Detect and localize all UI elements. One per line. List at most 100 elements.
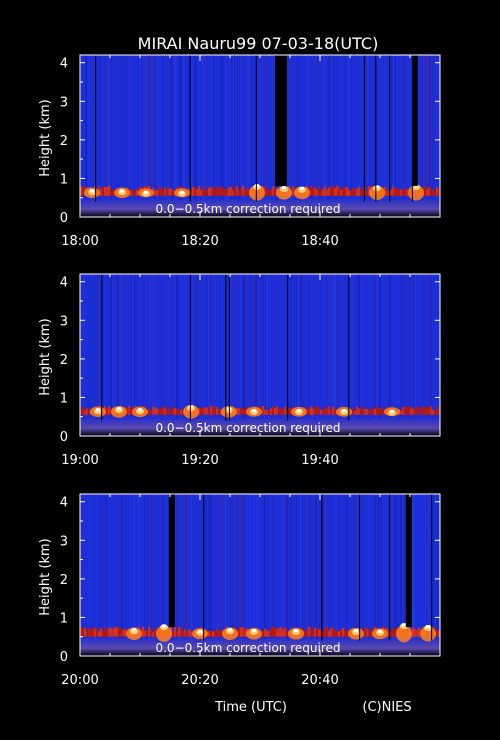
data-gap xyxy=(168,494,175,628)
signal-streak xyxy=(254,274,256,417)
cloud-cell xyxy=(172,631,175,637)
signal-streak xyxy=(265,55,267,198)
cloud-peak xyxy=(246,406,262,417)
cloud-cell xyxy=(188,629,191,637)
cloud-cell xyxy=(272,186,275,196)
signal-streak xyxy=(121,494,122,641)
cloud-cell xyxy=(384,187,387,196)
signal-streak xyxy=(324,55,325,202)
signal-streak xyxy=(242,274,243,421)
cloud-cell xyxy=(356,188,359,196)
cloud-peak-top xyxy=(162,624,166,628)
signal-streak xyxy=(268,494,269,641)
signal-streak xyxy=(219,494,220,641)
signal-streak xyxy=(255,274,257,421)
signal-streak xyxy=(115,274,117,417)
signal-streak xyxy=(316,494,318,641)
signal-streak xyxy=(104,55,106,198)
cloud-cell xyxy=(106,630,109,637)
signal-streak xyxy=(220,55,222,202)
cloud-cell xyxy=(162,406,165,415)
signal-streak xyxy=(190,494,192,641)
cloud-cell xyxy=(148,408,151,415)
cloud-cell xyxy=(172,189,175,196)
signal-streak xyxy=(414,494,416,641)
signal-streak xyxy=(415,274,416,421)
signal-streak xyxy=(200,274,201,417)
signal-streak xyxy=(154,274,156,417)
cloud-cell xyxy=(196,189,199,196)
signal-streak xyxy=(118,494,119,637)
signal-streak xyxy=(298,274,299,421)
signal-streak xyxy=(255,55,256,202)
cloud-cell xyxy=(358,408,361,415)
signal-streak xyxy=(233,494,235,637)
signal-streak xyxy=(221,55,223,202)
signal-streak xyxy=(297,274,298,421)
cloud-peak xyxy=(336,406,352,417)
signal-streak xyxy=(120,55,122,202)
signal-streak xyxy=(345,55,346,202)
signal-streak xyxy=(283,494,285,641)
signal-streak xyxy=(103,274,104,421)
cloud-cell xyxy=(208,409,211,415)
cloud-cell xyxy=(330,186,333,196)
near-surface-band xyxy=(80,638,440,656)
signal-streak xyxy=(232,55,234,198)
signal-streak xyxy=(206,274,208,421)
signal-streak xyxy=(170,55,172,202)
signal-streak xyxy=(93,274,95,421)
signal-streak xyxy=(249,494,250,641)
signal-streak xyxy=(379,274,381,421)
signal-streak xyxy=(121,55,122,202)
signal-streak xyxy=(240,55,241,198)
signal-streak xyxy=(422,274,424,421)
signal-streak xyxy=(91,274,93,421)
cloud-cell xyxy=(370,631,373,637)
signal-streak xyxy=(188,55,190,202)
signal-streak xyxy=(132,274,134,421)
signal-streak xyxy=(387,274,388,421)
signal-streak xyxy=(164,274,166,417)
signal-streak xyxy=(264,274,265,417)
cloud-cell xyxy=(176,409,179,415)
signal-streak xyxy=(128,55,129,202)
cloud-cell xyxy=(240,627,243,637)
signal-streak xyxy=(138,274,139,421)
signal-streak xyxy=(299,274,300,421)
cloud-peak-top xyxy=(282,186,286,190)
signal-streak xyxy=(393,55,394,202)
cloud-cell xyxy=(306,410,309,415)
y-tick-label: 1 xyxy=(60,391,68,406)
signal-streak xyxy=(94,55,96,202)
cloud-cell xyxy=(150,629,153,637)
signal-streak xyxy=(432,55,434,202)
signal-streak xyxy=(395,55,397,202)
cloud-cell xyxy=(426,407,429,415)
signal-streak xyxy=(226,55,227,202)
signal-streak xyxy=(243,494,245,641)
signal-streak xyxy=(299,274,301,421)
cloud-cell xyxy=(380,408,383,415)
cloud-cell xyxy=(418,408,421,415)
signal-streak xyxy=(183,494,184,637)
signal-streak xyxy=(400,494,402,641)
signal-streak xyxy=(192,274,193,421)
cloud-cell xyxy=(354,410,357,415)
cloud-cell xyxy=(332,627,335,637)
signal-streak xyxy=(232,494,233,641)
signal-streak xyxy=(369,274,371,421)
signal-streak xyxy=(381,494,382,641)
cloud-cell xyxy=(210,406,213,415)
cloud-cell xyxy=(430,188,433,196)
dark-line xyxy=(389,55,391,202)
cloud-cell xyxy=(210,187,213,196)
cloud-cell xyxy=(96,627,99,637)
cloud-peak-top xyxy=(297,409,301,412)
cloud-peak-glow xyxy=(156,625,172,642)
cloud-cell xyxy=(318,407,321,415)
signal-streak xyxy=(89,274,91,421)
signal-streak xyxy=(359,274,361,417)
signal-streak xyxy=(253,494,255,641)
cloud-cell xyxy=(182,630,185,637)
